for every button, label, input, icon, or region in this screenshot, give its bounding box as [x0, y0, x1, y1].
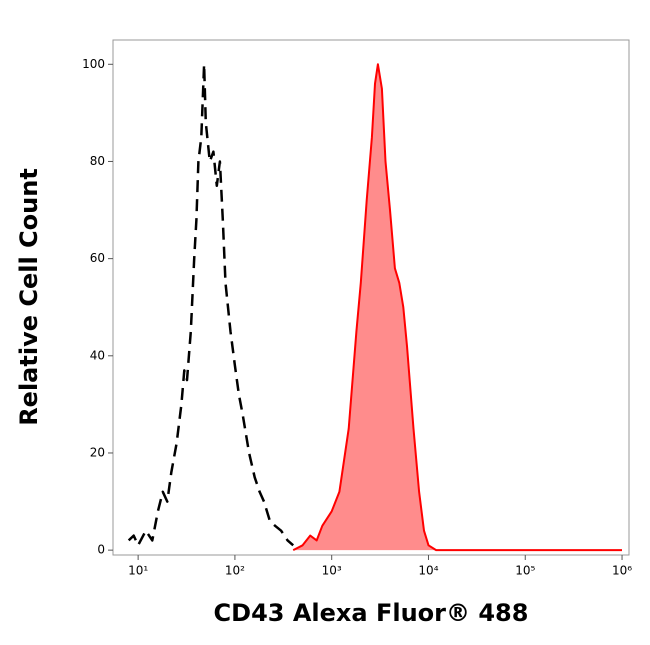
line [127, 63, 295, 547]
area [293, 64, 623, 551]
y-tick-label: 60 [90, 251, 105, 265]
y-axis-title: Relative Cell Count [15, 168, 43, 426]
x-tick-label: 10³ [322, 564, 342, 578]
x-axis-title: CD43 Alexa Fluor® 488 [214, 599, 529, 627]
line [292, 63, 622, 552]
x-tick-label: 10¹ [128, 564, 148, 578]
y-tick-label: 20 [90, 445, 105, 459]
x-tick-label: 10⁴ [418, 564, 438, 578]
x-tick-label: 10² [225, 564, 245, 578]
y-tick-label: 40 [90, 348, 105, 362]
plot-frame [112, 39, 630, 556]
y-tick-label: 80 [90, 154, 105, 168]
x-tick-label: 10⁶ [612, 564, 632, 578]
x-tick-label: 10⁵ [515, 564, 535, 578]
y-tick-label: 100 [82, 57, 105, 71]
y-tick-label: 0 [97, 543, 105, 557]
